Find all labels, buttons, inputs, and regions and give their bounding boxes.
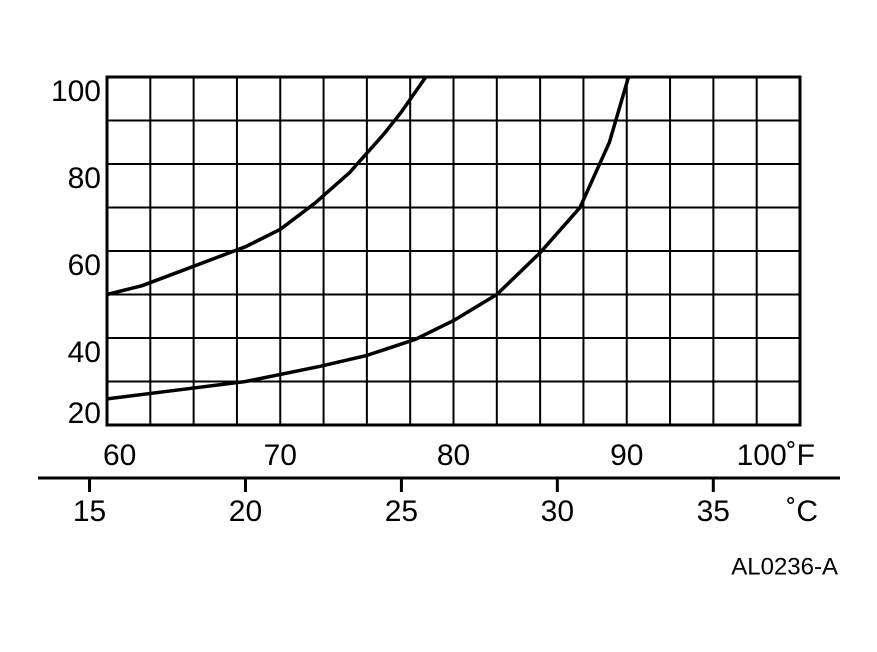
curve bbox=[106, 76, 631, 401]
secondary-tick-label: 25 bbox=[385, 495, 418, 528]
secondary-tick-label: 35 bbox=[697, 495, 730, 528]
y-tick-label: 40 bbox=[68, 336, 101, 369]
y-tick-label: 20 bbox=[68, 397, 101, 430]
curve bbox=[106, 75, 428, 297]
figure-code: AL0236-A bbox=[731, 553, 838, 580]
secondary-tick-label: 30 bbox=[541, 495, 574, 528]
y-tick-label: 60 bbox=[68, 249, 101, 282]
secondary-tick-label: 20 bbox=[229, 495, 262, 528]
y-tick-label: 100 bbox=[51, 75, 101, 108]
y-tick-label: 80 bbox=[68, 162, 101, 195]
x-tick-label: 90 bbox=[610, 439, 643, 472]
x-tick-label: 70 bbox=[264, 439, 297, 472]
x-tick-label: 80 bbox=[437, 439, 470, 472]
plot-frame bbox=[105, 75, 802, 427]
x-tick-label: 100˚F bbox=[737, 439, 815, 472]
x-tick-label: 60 bbox=[103, 439, 136, 472]
secondary-axis-unit: ˚C bbox=[786, 495, 818, 528]
secondary-tick-label: 15 bbox=[73, 495, 106, 528]
